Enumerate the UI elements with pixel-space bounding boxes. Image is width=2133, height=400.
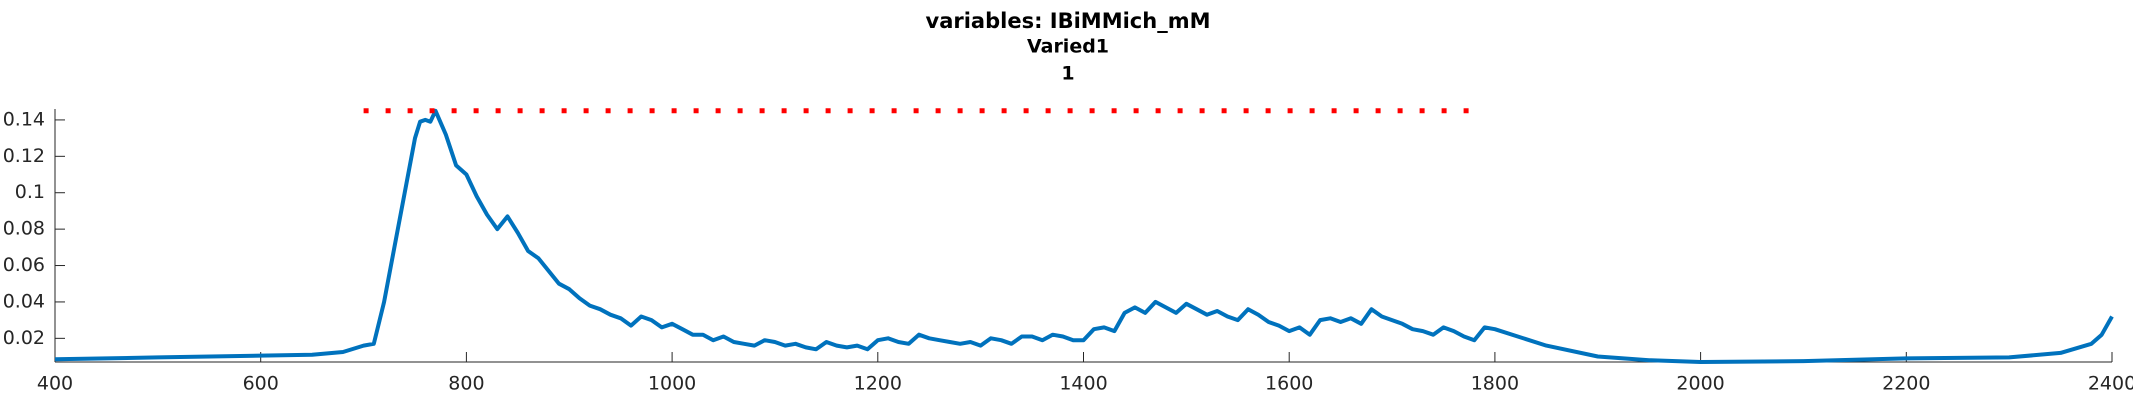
y-tick-label: 0.08 — [3, 218, 45, 240]
x-tick-label: 1400 — [1059, 373, 1107, 395]
x-tick-label: 2400 — [2088, 373, 2133, 395]
x-tick-label: 1200 — [854, 373, 902, 395]
chart-subtitle: 1 — [1061, 63, 1074, 85]
x-tick-label: 400 — [37, 373, 73, 395]
x-tick-label: 800 — [448, 373, 484, 395]
x-tick-label: 2200 — [1882, 373, 1930, 395]
x-tick-label: 600 — [243, 373, 279, 395]
chart-title: variables: IBiMMich_mM — [926, 9, 1211, 33]
x-tick-label: 1000 — [648, 373, 696, 395]
y-tick-label: 0.04 — [3, 290, 45, 312]
x-tick-label: 2000 — [1676, 373, 1724, 395]
y-tick-label: 0.14 — [3, 108, 45, 130]
x-tick-label: 1800 — [1471, 373, 1519, 395]
y-tick-label: 0.12 — [3, 145, 45, 167]
x-tick-label: 1600 — [1265, 373, 1313, 395]
y-tick-label: 0.06 — [3, 254, 45, 276]
y-tick-label: 0.02 — [3, 327, 45, 349]
series-line — [54, 108, 2114, 364]
chart-subtitle: Varied1 — [1027, 36, 1109, 58]
y-tick-label: 0.1 — [15, 181, 45, 203]
